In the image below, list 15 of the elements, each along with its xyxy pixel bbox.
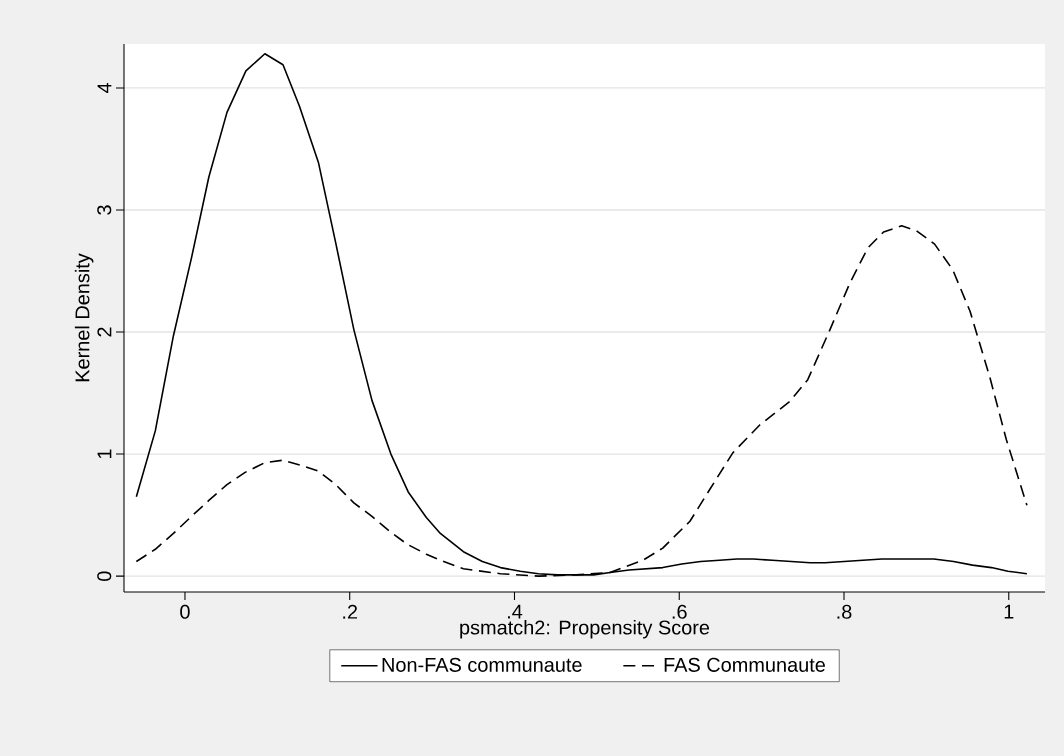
- x-tick-label: .8: [837, 604, 852, 619]
- y-tick-label: 4: [97, 82, 112, 94]
- legend-label: Non-FAS communaute: [382, 657, 582, 672]
- x-axis-title: psmatch2: Propensity Score: [460, 619, 710, 639]
- y-tick-label: 1: [97, 449, 112, 459]
- x-tick-label: .4: [507, 604, 523, 619]
- x-tick-label: 1: [1004, 604, 1014, 619]
- y-tick-label: 0: [97, 571, 112, 581]
- y-tick-label: 2: [97, 327, 112, 337]
- y-tick-label: 3: [97, 205, 112, 215]
- y-axis-title: Kernel Density: [74, 253, 94, 382]
- legend-label: FAS Communaute: [664, 657, 825, 672]
- x-tick-label: .6: [672, 604, 687, 619]
- x-tick-label: 0: [180, 604, 190, 619]
- x-tick-label: .2: [343, 604, 358, 619]
